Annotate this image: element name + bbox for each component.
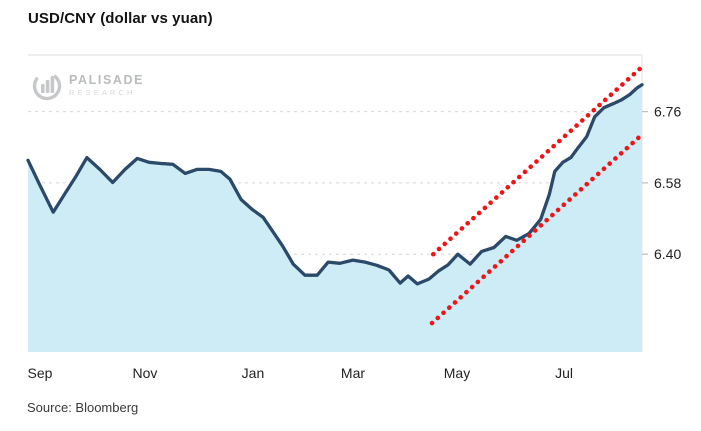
y-axis-label-6.58: 6.58 bbox=[654, 175, 681, 191]
upper-trendline bbox=[430, 64, 645, 257]
x-axis-label-sep: Sep bbox=[28, 365, 53, 381]
price-line bbox=[26, 83, 644, 286]
palisade-logo-icon bbox=[30, 68, 64, 102]
palisade-logo-name: PALISADE bbox=[69, 72, 145, 87]
y-axis-label-6.76: 6.76 bbox=[654, 104, 681, 120]
x-axis-label-jan: Jan bbox=[242, 365, 265, 381]
price-area-fill bbox=[28, 84, 642, 352]
x-axis-label-nov: Nov bbox=[133, 365, 158, 381]
palisade-logo-sub: RESEARCH bbox=[69, 88, 136, 97]
source-note: Source: Bloomberg bbox=[27, 400, 139, 415]
x-axis-label-mar: Mar bbox=[341, 365, 365, 381]
lower-trendline bbox=[429, 132, 645, 326]
chart-title: USD/CNY (dollar vs yuan) bbox=[28, 10, 213, 27]
palisade-logo: PALISADE RESEARCH bbox=[30, 68, 144, 102]
x-axis-label-may: May bbox=[444, 365, 470, 381]
x-axis-label-jul: Jul bbox=[555, 365, 573, 381]
y-axis-label-6.40: 6.40 bbox=[654, 246, 681, 262]
